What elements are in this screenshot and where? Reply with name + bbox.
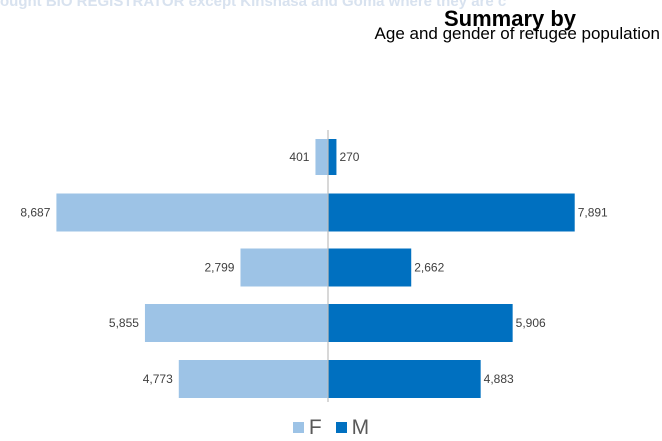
bar-male-0 [328, 139, 337, 175]
bar-male-3 [328, 304, 513, 342]
chart-legend: F M [0, 416, 662, 440]
data-label-female-3: 5,855 [109, 316, 139, 330]
data-label-male-4: 4,883 [484, 372, 514, 386]
bar-male-1 [328, 193, 575, 232]
chart-banner-text: ought BIO REGISTRATOR except Kinshasa an… [0, 0, 507, 10]
bar-male-4 [328, 360, 481, 398]
data-label-female-1: 8,687 [20, 206, 50, 220]
data-label-male-2: 2,662 [414, 261, 444, 275]
bar-female-0 [315, 139, 328, 175]
chart-title: Summary by [443, 6, 577, 31]
data-label-male-3: 5,906 [516, 316, 546, 330]
legend-swatch-male [335, 422, 347, 433]
data-label-male-0: 270 [339, 150, 359, 164]
data-label-female-2: 2,799 [204, 261, 234, 275]
bar-female-4 [178, 360, 328, 398]
bar-male-2 [328, 248, 412, 287]
bar-female-2 [240, 248, 328, 287]
data-label-female-4: 4,773 [143, 372, 173, 386]
chart-subtitle: Age and gender of refugee population [374, 24, 660, 43]
legend-label-female: F [308, 416, 322, 439]
legend-item-male: M [335, 416, 370, 440]
legend-swatch-female [292, 422, 304, 433]
legend-label-male: M [351, 416, 370, 439]
bar-female-3 [144, 304, 328, 342]
data-label-male-1: 7,891 [578, 206, 608, 220]
data-label-female-0: 401 [289, 150, 309, 164]
legend-item-female: F [292, 416, 322, 440]
bar-female-1 [56, 193, 329, 232]
